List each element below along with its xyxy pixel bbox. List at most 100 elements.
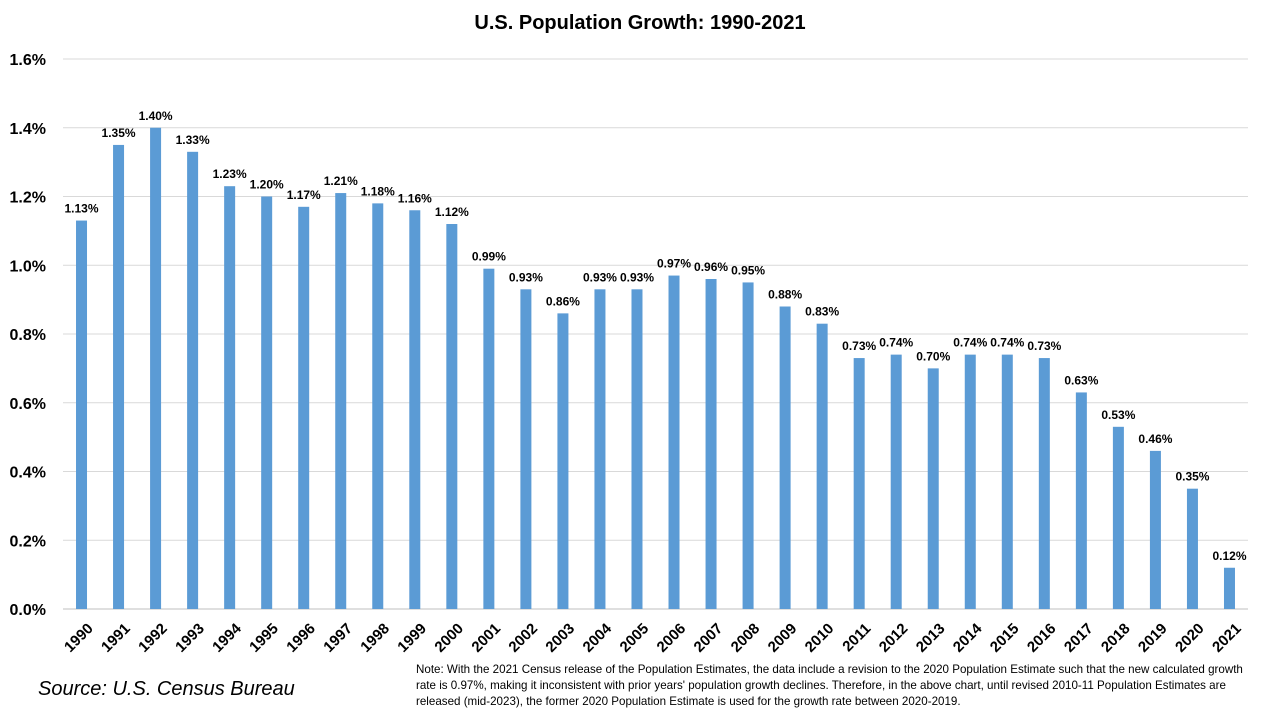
data-label: 1.23%: [213, 167, 247, 181]
bars: [76, 127, 1235, 609]
y-tick-label: 0.8%: [10, 327, 46, 344]
x-tick-label: 1998: [357, 620, 393, 656]
data-label: 1.35%: [102, 126, 136, 140]
x-tick-label: 2002: [505, 620, 541, 656]
bar: [113, 144, 125, 609]
x-tick-label: 2013: [913, 620, 949, 656]
x-tick-label: 2014: [950, 620, 986, 656]
bar: [779, 306, 791, 609]
data-label: 1.18%: [361, 184, 395, 198]
bar: [224, 186, 236, 609]
y-tick-label: 0.6%: [10, 396, 46, 413]
bar: [816, 323, 828, 609]
chart-title: U.S. Population Growth: 1990-2021: [474, 12, 806, 34]
data-label: 0.83%: [805, 305, 839, 319]
x-tick-label: 1993: [172, 620, 208, 656]
gridlines: [63, 58, 1248, 610]
bar: [1186, 488, 1198, 609]
footnote: Note: With the 2021 Census release of th…: [416, 663, 1243, 708]
data-label: 1.12%: [435, 205, 469, 219]
bar: [631, 289, 643, 609]
data-label: 0.88%: [768, 288, 802, 302]
x-tick-label: 2021: [1209, 620, 1245, 656]
y-tick-label: 1.4%: [10, 121, 46, 138]
x-tick-label: 2001: [468, 620, 504, 656]
x-tick-label: 1995: [246, 620, 282, 656]
bar: [520, 289, 532, 609]
x-tick-label: 2019: [1135, 620, 1171, 656]
data-label: 1.13%: [65, 202, 99, 216]
x-tick-label: 2009: [765, 620, 801, 656]
bar: [187, 151, 199, 609]
bar: [742, 282, 754, 609]
x-tick-label: 2011: [839, 620, 874, 655]
data-label: 0.93%: [509, 270, 543, 284]
bar: [1001, 354, 1013, 609]
data-label: 0.74%: [953, 336, 987, 350]
data-label: 1.21%: [324, 174, 358, 188]
data-label: 1.33%: [176, 133, 210, 147]
x-tick-label: 2008: [728, 620, 764, 656]
data-label: 0.93%: [583, 270, 617, 284]
data-label: 0.73%: [1027, 339, 1061, 353]
y-axis-tick-labels: 0.0% 0.2% 0.4% 0.6% 0.8% 1.0% 1.2% 1.4% 1.6%: [10, 52, 46, 619]
x-tick-label: 1997: [320, 620, 356, 656]
x-tick-label: 2007: [691, 620, 727, 656]
x-tick-label: 2020: [1172, 620, 1208, 656]
x-tick-label: 2006: [654, 620, 690, 656]
bar: [1149, 450, 1161, 609]
data-labels: 1.13% 1.35%1.40%1.33% 1.23%1.20%1.17%1.21%…: [65, 109, 1247, 563]
x-tick-label: 1991: [98, 620, 134, 656]
y-tick-label: 1.2%: [10, 190, 46, 207]
bar: [150, 127, 162, 609]
data-label: 0.73%: [842, 339, 876, 353]
x-tick-label: 1990: [61, 620, 97, 656]
bar: [261, 196, 273, 609]
x-tick-label: 1999: [394, 620, 430, 656]
x-tick-label: 2012: [876, 620, 912, 656]
x-tick-label: 1992: [135, 620, 171, 656]
x-axis-tick-labels: 1990 1991 1992 1993 1994 1995 1996 1997 1998 1999…: [61, 620, 1245, 656]
bar: [409, 210, 421, 609]
data-label: 1.16%: [398, 191, 432, 205]
bar: [1223, 567, 1235, 609]
bar: [483, 268, 495, 609]
bar: [372, 203, 384, 609]
data-label: 0.35%: [1175, 470, 1209, 484]
x-tick-label: 1996: [283, 620, 319, 656]
x-tick-label: 2003: [542, 620, 578, 656]
bar: [76, 220, 88, 609]
x-tick-label: 2000: [431, 620, 467, 656]
bar: [964, 354, 976, 609]
bar: [446, 224, 458, 609]
bar: [668, 275, 680, 609]
data-label: 0.93%: [620, 270, 654, 284]
bar: [1075, 392, 1087, 609]
data-label: 1.17%: [287, 188, 321, 202]
bar: [927, 368, 939, 609]
x-tick-label: 2005: [617, 620, 653, 656]
data-label: 0.95%: [731, 263, 765, 277]
bar: [853, 358, 865, 609]
bar: [298, 206, 310, 609]
bar: [1038, 358, 1050, 609]
bar: [335, 193, 347, 609]
x-tick-label: 2015: [987, 620, 1023, 656]
y-tick-label: 0.0%: [10, 602, 46, 619]
bar: [890, 354, 902, 609]
bar: [557, 313, 569, 609]
data-label: 0.96%: [694, 260, 728, 274]
y-tick-label: 1.0%: [10, 258, 46, 275]
data-label: 0.86%: [546, 294, 580, 308]
source-caption: Source: U.S. Census Bureau: [38, 678, 295, 700]
data-label: 1.20%: [250, 178, 284, 192]
x-tick-label: 2004: [580, 620, 616, 656]
data-label: 0.99%: [472, 250, 506, 264]
data-label: 0.12%: [1212, 549, 1246, 563]
data-label: 0.97%: [657, 257, 691, 271]
data-label: 1.40%: [139, 109, 173, 123]
x-tick-label: 2010: [802, 620, 838, 656]
x-tick-label: 2017: [1061, 620, 1097, 656]
x-tick-label: 2016: [1024, 620, 1060, 656]
